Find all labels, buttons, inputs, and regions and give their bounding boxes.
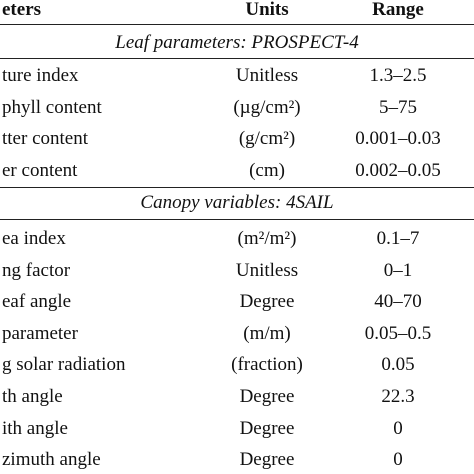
table-cell: Degree (239, 291, 295, 313)
table-cell: (m²/m²) (237, 228, 297, 249)
section-title: Leaf parameters: PROSPECT-4 (115, 32, 359, 53)
table-cell: 0.1–7 (376, 228, 420, 249)
table-cell: parameter (2, 322, 78, 344)
table-cell: zimuth angle (2, 449, 101, 471)
table-cell: Degree (239, 449, 295, 471)
rule (0, 58, 474, 59)
table-cell: Degree (239, 417, 295, 439)
table-cell: 0.002–0.05 (355, 159, 441, 181)
table-cell: phyll content (2, 96, 102, 118)
section-title: Canopy variables: 4SAIL (140, 192, 334, 213)
table-cell: Unitless (235, 259, 299, 281)
table-cell: 0–1 (383, 259, 413, 281)
table-cell: 0 (393, 449, 403, 471)
table-cell: Unitless (235, 65, 299, 86)
rule (0, 219, 474, 220)
header-cell: Units (245, 0, 289, 20)
table-cell: Degree (239, 386, 295, 407)
table-cell: 40–70 (374, 291, 422, 313)
table-cell: ea index (2, 228, 66, 249)
table-cell: 0.05 (381, 354, 415, 376)
table-cell: th angle (2, 386, 63, 407)
table-cell: 0 (393, 417, 403, 439)
table-cell: 5–75 (379, 96, 417, 118)
table-cell: ture index (2, 65, 79, 86)
table-cell: ng factor (2, 259, 71, 281)
table-cell: eaf angle (2, 291, 72, 313)
table-cell: (fraction) (231, 354, 303, 376)
table-cell: (cm) (249, 159, 285, 181)
header-cell: Range (372, 0, 424, 20)
table-cell: er content (2, 159, 78, 181)
table-cell: 0.001–0.03 (355, 128, 441, 150)
table-cell: (m/m) (243, 322, 291, 344)
table-cell: ith angle (2, 417, 68, 439)
table-cell: (g/cm²) (238, 128, 296, 150)
rule (0, 24, 474, 25)
table-cell: 0.05–0.5 (364, 322, 432, 344)
table-cell: 22.3 (381, 386, 415, 407)
table-cell: g solar radiation (2, 354, 126, 376)
table-cell: (µg/cm²) (233, 96, 301, 118)
table-cell: tter content (2, 128, 88, 150)
rule (0, 187, 474, 188)
header-cell: eters (2, 0, 42, 20)
table-cell: 1.3–2.5 (369, 65, 427, 86)
